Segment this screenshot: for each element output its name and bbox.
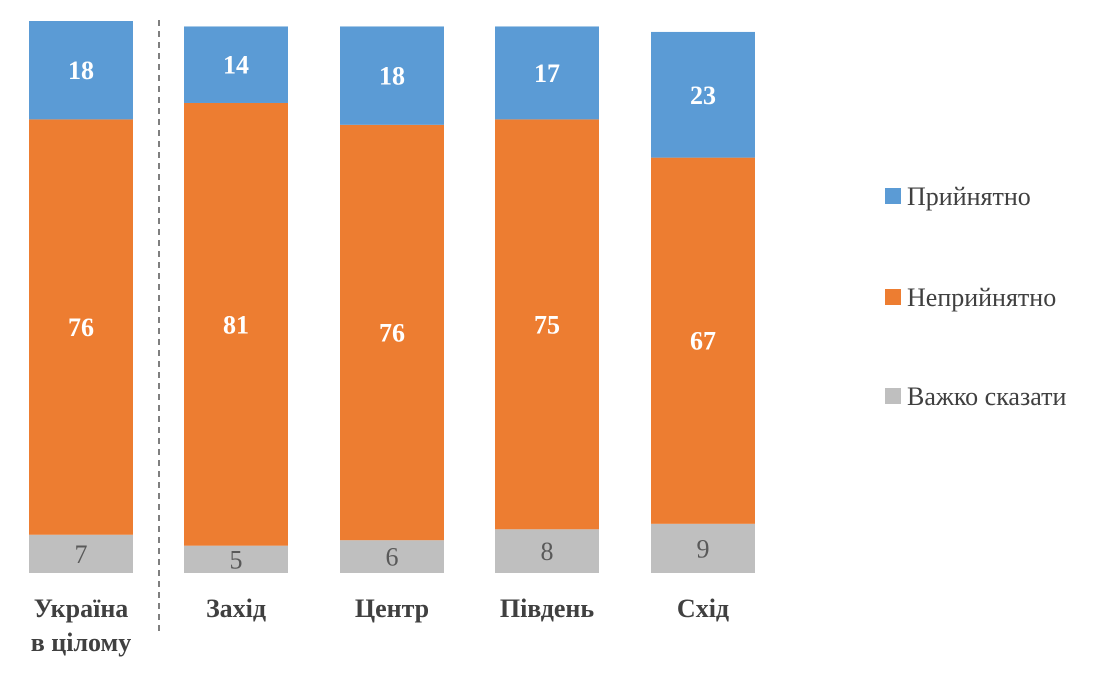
category-labels: Україна в цілому Захід Центр Південь Схід xyxy=(31,594,729,657)
bar-segment-unacceptable-4 xyxy=(651,157,755,524)
bar-segment-unacceptable-0 xyxy=(29,119,133,535)
data-label-hard-to-say-0: 7 xyxy=(75,540,88,569)
category-label-1-line-0: Захід xyxy=(206,594,266,623)
data-label-acceptable-4: 23 xyxy=(690,81,716,110)
data-label-hard-to-say-1: 5 xyxy=(230,545,243,574)
data-label-unacceptable-0: 76 xyxy=(68,313,94,342)
bar-segment-unacceptable-1 xyxy=(184,102,288,546)
data-label-unacceptable-4: 67 xyxy=(690,327,716,356)
category-label-0-line-0: Україна xyxy=(34,594,129,623)
bars-layer: 7 76 18 5 81 14 6 76 18 8 75 17 9 67 23 xyxy=(29,21,755,574)
data-label-acceptable-0: 18 xyxy=(68,56,94,85)
bar-segment-unacceptable-2 xyxy=(340,124,444,541)
legend-swatch-2 xyxy=(885,388,901,404)
bar-segment-acceptable-0 xyxy=(29,21,133,120)
data-label-unacceptable-2: 76 xyxy=(379,319,405,348)
bar-segment-acceptable-4 xyxy=(651,31,755,158)
legend: Прийнятно Неприйнятно Важко сказати xyxy=(885,182,1066,411)
data-label-acceptable-1: 14 xyxy=(223,51,249,80)
category-label-2-line-0: Центр xyxy=(355,594,429,623)
category-label-4-line-0: Схід xyxy=(677,594,729,623)
bar-segment-hard-to-say-1 xyxy=(184,545,288,573)
bar-segment-hard-to-say-0 xyxy=(29,534,133,573)
data-label-hard-to-say-3: 8 xyxy=(541,537,554,566)
category-label-0-line-1: в цілому xyxy=(31,628,132,657)
data-label-acceptable-3: 17 xyxy=(534,59,560,88)
data-label-unacceptable-3: 75 xyxy=(534,310,560,339)
bar-segment-unacceptable-3 xyxy=(495,119,599,530)
data-label-acceptable-2: 18 xyxy=(379,62,405,91)
legend-label-2: Важко сказати xyxy=(907,382,1066,411)
legend-label-0: Прийнятно xyxy=(907,182,1031,211)
legend-swatch-1 xyxy=(885,289,901,305)
category-label-3-line-0: Південь xyxy=(500,594,595,623)
legend-label-1: Неприйнятно xyxy=(907,283,1056,312)
bar-segment-hard-to-say-3 xyxy=(495,529,599,573)
data-label-hard-to-say-4: 9 xyxy=(697,534,710,563)
data-label-unacceptable-1: 81 xyxy=(223,310,249,339)
bar-segment-acceptable-3 xyxy=(495,26,599,120)
bar-segment-hard-to-say-2 xyxy=(340,540,444,573)
legend-swatch-0 xyxy=(885,188,901,204)
bar-segment-hard-to-say-4 xyxy=(651,523,755,573)
data-label-hard-to-say-2: 6 xyxy=(386,543,399,572)
bar-segment-acceptable-2 xyxy=(340,26,444,125)
bar-segment-acceptable-1 xyxy=(184,26,288,103)
